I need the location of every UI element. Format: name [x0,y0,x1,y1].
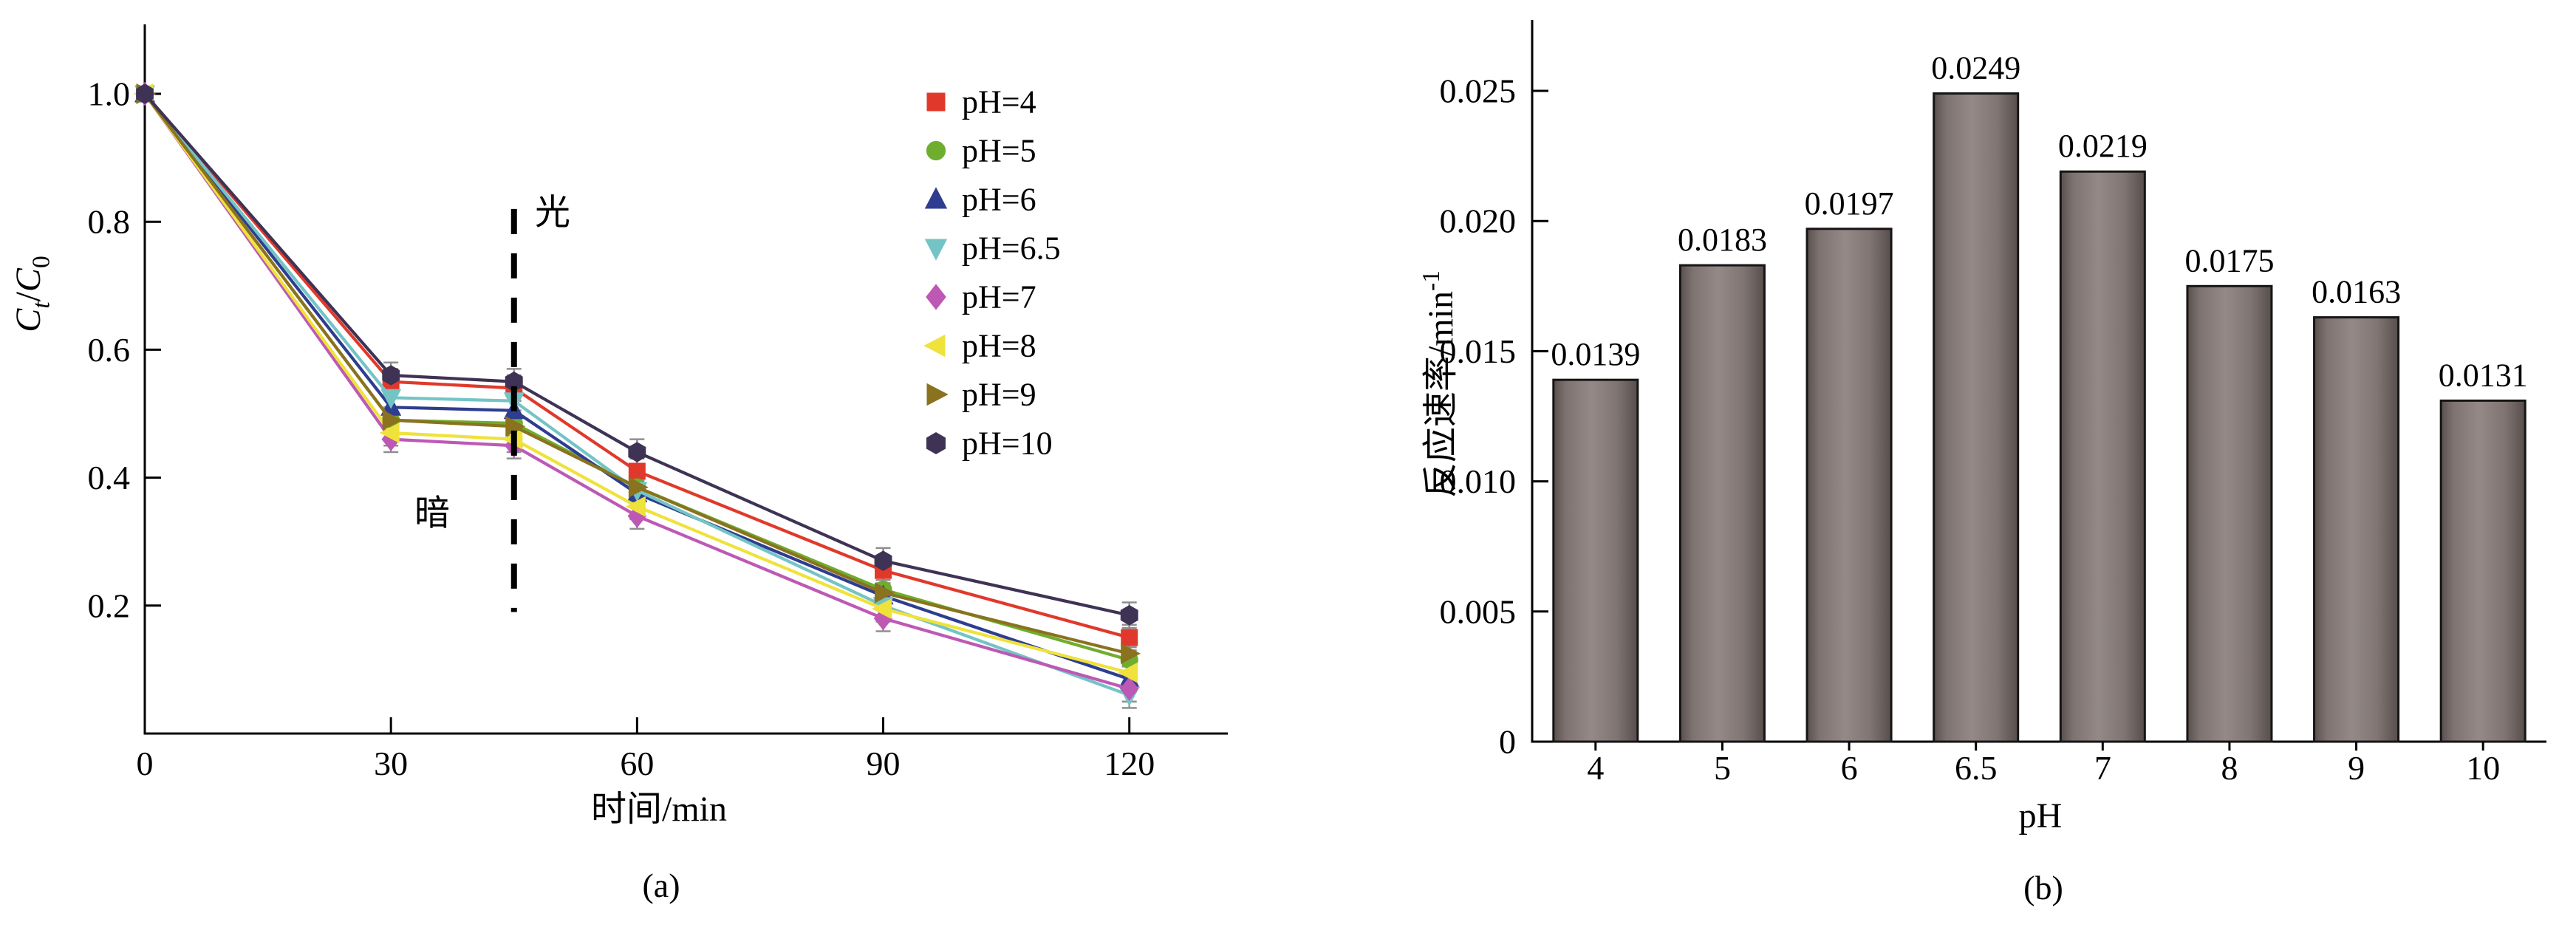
legend-marker-pH=9 [926,383,949,406]
series-line [143,92,1130,655]
y-tick-label: 0.4 [88,459,131,496]
x-category-label: 6 [1841,749,1858,787]
x-tick-label: 120 [1104,745,1155,782]
data-point-marker [628,462,646,480]
data-point-marker [1120,605,1138,626]
panel-b: 0 0.005 0.010 0.015 0.020 0.025 反应速率/min-1 0.01… [1418,20,2546,787]
bar-7 [2059,170,2146,743]
panel-a-xlabel: 时间/min [590,790,728,829]
series-line [143,92,1130,617]
bar-value-label: 0.0183 [1678,222,1767,258]
bar-8 [2186,284,2273,743]
data-point-marker [872,598,892,620]
panel-b-ylabel: 反应速率/min-1 [1418,270,1460,498]
legend-label: pH=6.5 [962,230,1061,267]
data-point-marker [628,442,646,462]
data-point-marker [136,83,154,104]
y-tick-label: 0.020 [1440,202,1517,240]
bar-value-label: 0.0197 [1805,185,1894,222]
legend-label: pH=4 [962,84,1036,120]
panel-a-ylabel: Ct/C0 [9,256,55,332]
legend-label: pH=7 [962,279,1036,315]
x-category-label: 7 [2094,749,2111,787]
series-line [143,92,1130,674]
x-tick-label: 30 [374,745,408,782]
series-line [143,92,1130,681]
bar-value-label: 0.0131 [2439,357,2528,393]
y-tick-label: 0.2 [88,587,131,624]
data-point-marker [380,389,402,409]
data-point-marker [874,550,892,571]
panel-b-xlabel: pH [2018,796,2063,835]
data-point-marker [382,365,400,386]
legend-label: pH=8 [962,328,1036,364]
data-point-marker [1119,677,1139,701]
bar-4 [1552,378,1639,743]
y-tick-label: 0 [1499,723,1516,761]
legend-label: pH=10 [962,426,1053,462]
panel-a-axes [143,24,1228,735]
x-category-label: 6.5 [1955,749,1998,787]
bar-value-label: 0.0163 [2312,274,2401,310]
bar-6.5 [1933,92,2020,743]
legend-marker-pH=6 [924,187,948,209]
bar-value-label: 0.0175 [2184,242,2274,278]
legend-marker-pH=8 [923,334,946,358]
y-tick-label: 0.6 [88,331,131,369]
data-point-marker [628,476,649,498]
bar-value-label: 0.0249 [1931,50,2020,86]
x-tick-label: 0 [137,745,154,782]
bar-9 [2313,316,2400,743]
x-category-label: 5 [1714,749,1731,787]
legend-marker-pH=7 [926,284,946,310]
data-point-marker [1121,643,1141,664]
data-point-marker [626,496,646,517]
y-tick-label: 0.8 [88,203,131,241]
series-pH=4 [136,85,1138,646]
panel-a-caption: (a) [642,867,680,904]
bar-value-label: 0.0139 [1551,336,1640,372]
y-tick-label: 0.010 [1440,462,1517,500]
legend-marker-pH=10 [926,432,946,454]
panel-a: 0 30 60 90 120 0.2 0.4 0.6 0.8 1.0 Ct/C0 暗 光 pH=4 pH=5… [9,24,1228,782]
bar-5 [1678,264,1766,743]
legend-marker-pH=5 [926,140,946,161]
data-point-marker [505,371,523,392]
data-point-marker [1118,662,1138,683]
series-pH=9 [136,83,1141,664]
y-tick-label: 0.025 [1440,72,1517,110]
series-line [143,92,1130,691]
data-point-marker [875,582,895,604]
y-tick-label: 1.0 [88,75,131,113]
dark-annotation: 暗 [414,494,450,533]
x-tick-label: 90 [867,745,901,782]
series-pH=10 [136,83,1138,626]
y-tick-label: 0.005 [1440,592,1517,630]
x-category-label: 8 [2221,749,2238,787]
x-tick-label: 60 [620,745,654,782]
bar-6 [1805,228,1893,743]
legend-label: pH=5 [962,133,1036,169]
data-point-marker [382,409,403,431]
series-line [143,92,1130,640]
legend-marker-pH=6.5 [924,239,948,261]
x-category-label: 4 [1587,749,1604,787]
bar-value-label: 0.0219 [2058,128,2148,164]
light-annotation: 光 [535,194,570,233]
legend-label: pH=6 [962,182,1036,218]
bar-10 [2439,399,2527,743]
data-point-marker [1121,629,1138,646]
panel-b-caption: (b) [2023,869,2063,906]
data-point-marker [379,422,400,444]
legend: pH=4 pH=5 pH=6 pH=6.5 pH=7 pH=8 pH=9 pH=10 [923,84,1061,462]
y-tick-label: 0.015 [1440,332,1517,370]
legend-marker-pH=4 [926,92,946,112]
x-category-label: 10 [2466,749,2500,787]
x-category-label: 9 [2348,749,2365,787]
legend-label: pH=9 [962,377,1036,413]
